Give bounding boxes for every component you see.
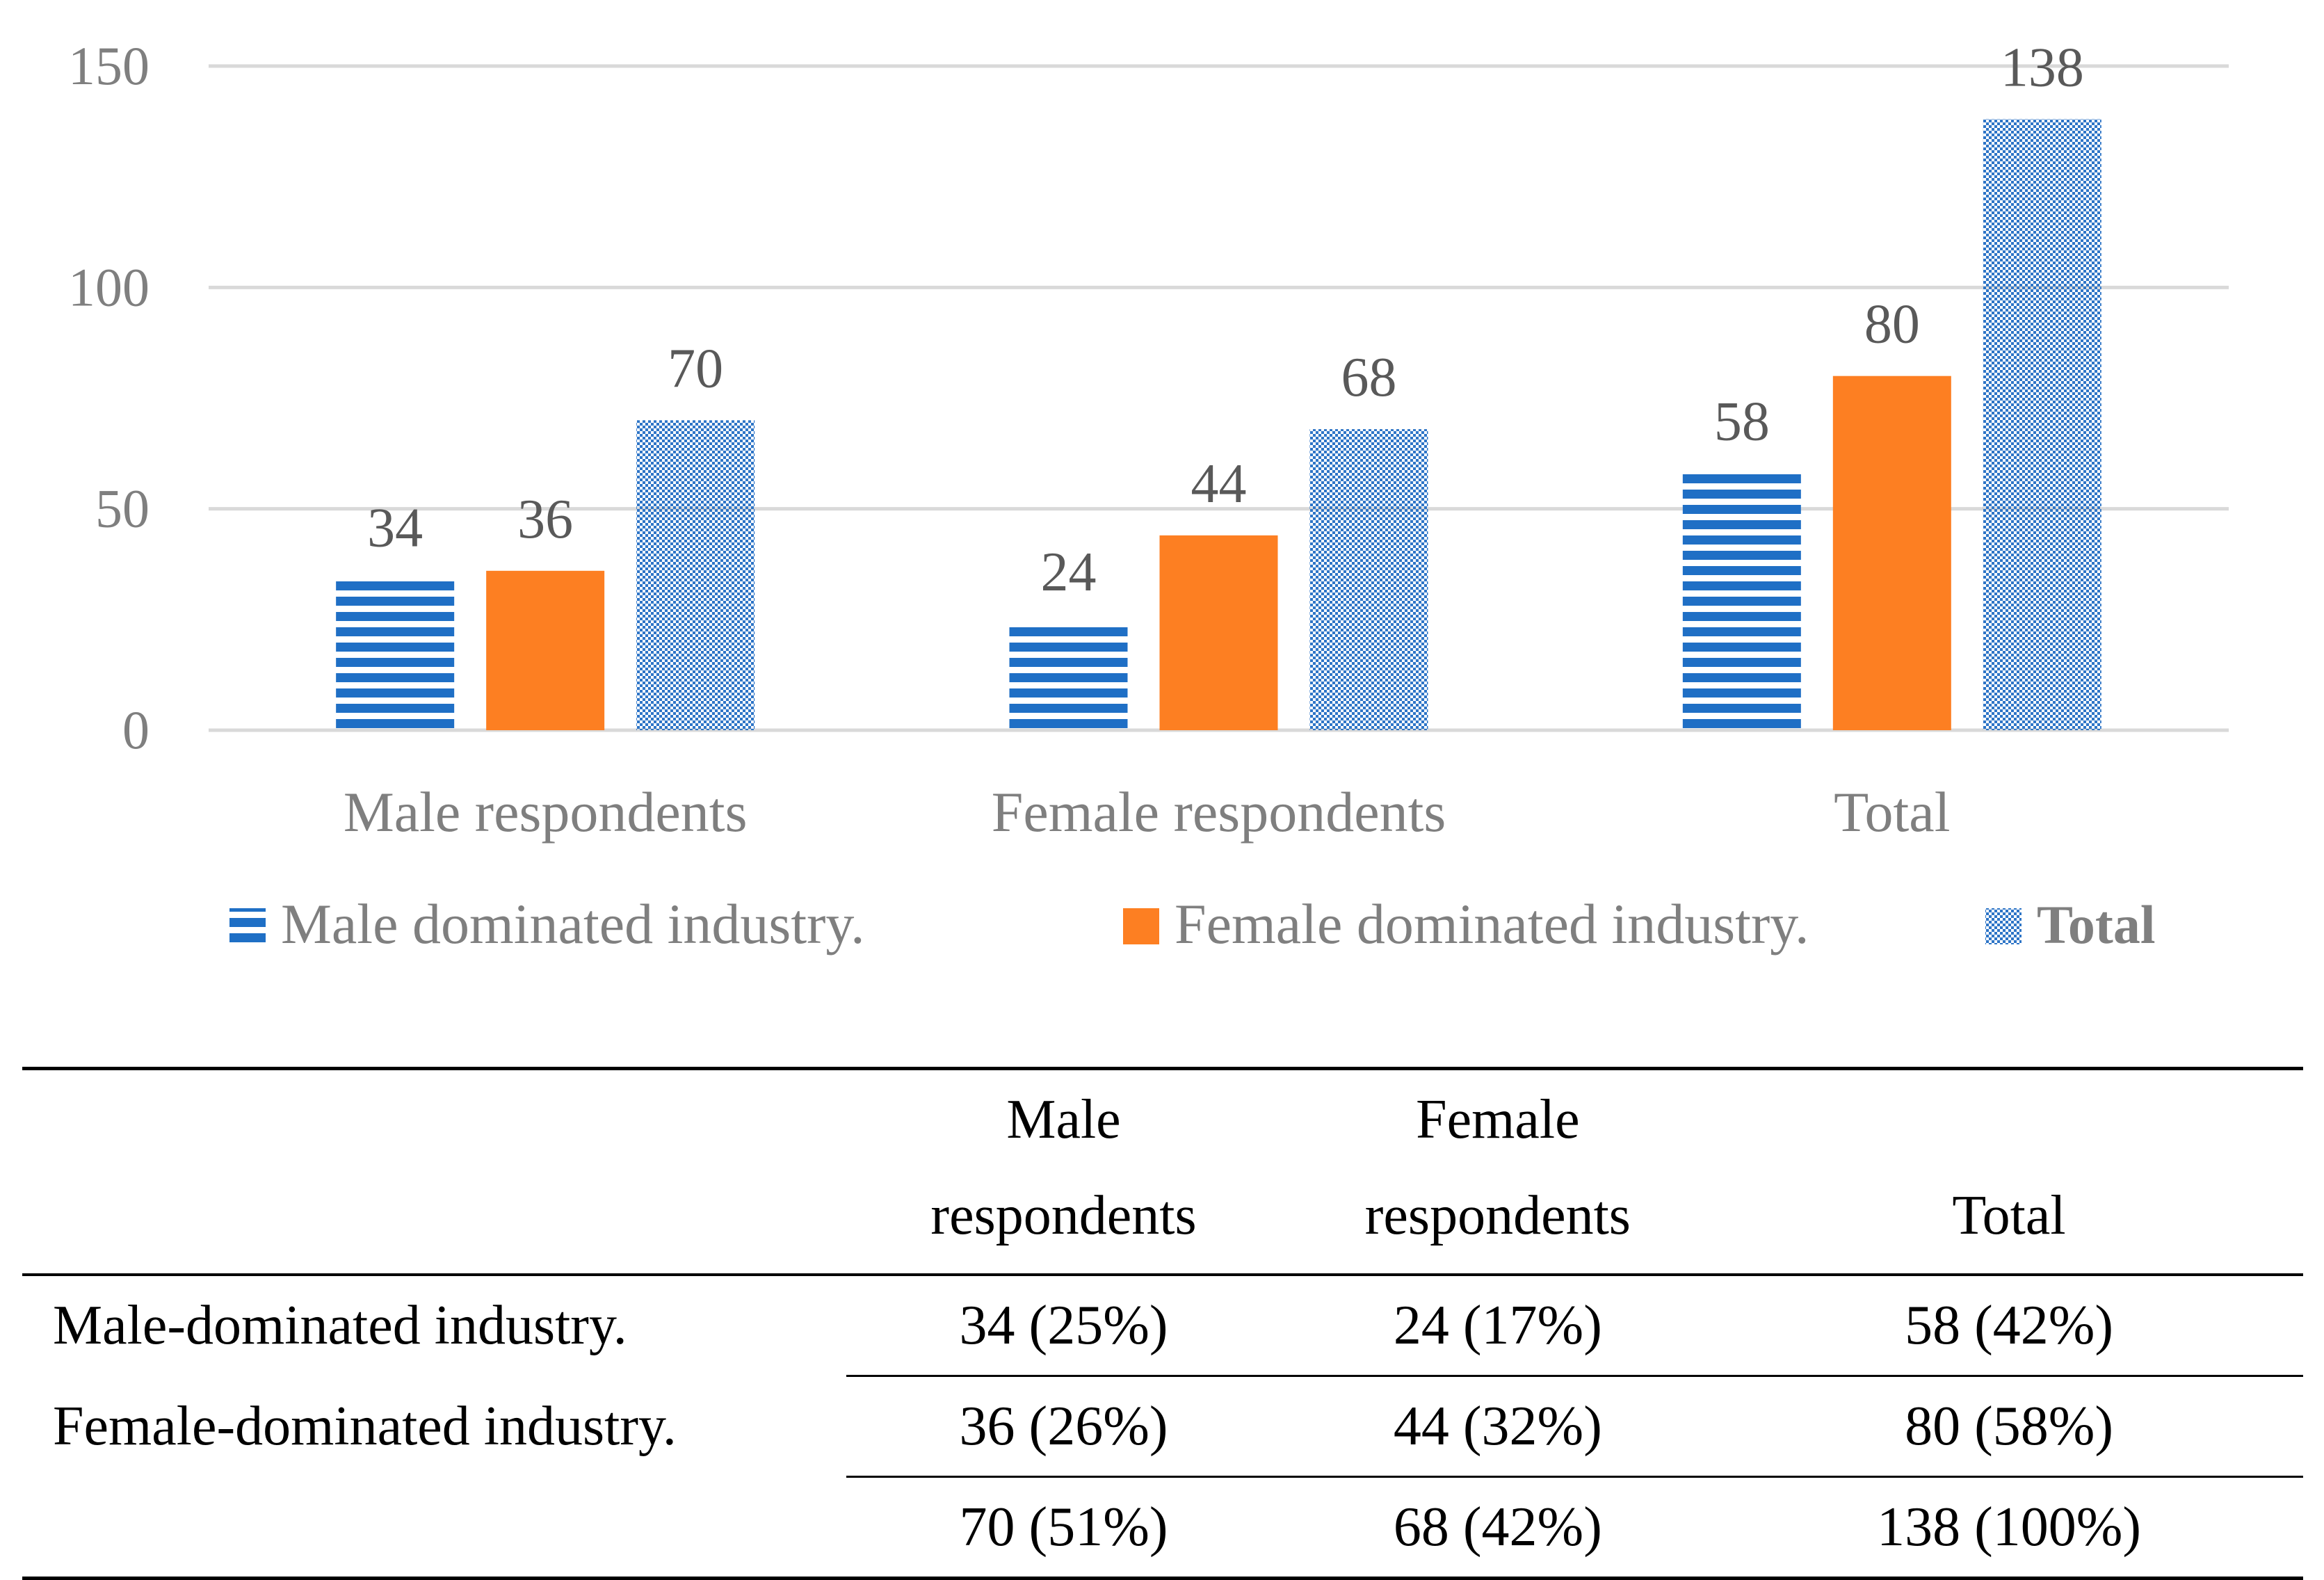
header-line: Female: [1416, 1089, 1580, 1150]
summary-table: Male respondents Female respondents Tota…: [22, 1067, 2303, 1580]
data-label: 34: [367, 498, 423, 559]
table-cell: 34 (25%): [846, 1275, 1281, 1377]
category-label: Female respondents: [992, 780, 1446, 844]
legend: Male dominated industry. Female dominated…: [229, 892, 2156, 956]
legend-swatch: [1985, 908, 2022, 944]
data-label: 68: [1341, 347, 1397, 408]
data-label: 24: [1041, 542, 1097, 603]
table-row: Female-dominated industry. 36 (26%) 44 (…: [22, 1376, 2303, 1478]
row-label: Male-dominated industry.: [53, 1295, 627, 1357]
y-tick-label: 50: [95, 478, 150, 539]
table-header-female: Female respondents: [1281, 1069, 1715, 1275]
table-cell: 68 (42%): [1393, 1496, 1602, 1558]
category-label: Male respondents: [344, 780, 748, 844]
legend-label: Total: [2037, 894, 2156, 955]
y-axis-ticks: 0 50 100 150: [68, 35, 150, 760]
header-line: Total: [1952, 1185, 2066, 1246]
table-cell: 70 (51%): [959, 1496, 1168, 1558]
legend-swatch: [1123, 908, 1159, 944]
table-header-male: Male respondents: [846, 1069, 1280, 1275]
header-line: Male: [1006, 1089, 1121, 1150]
bar-female-respondents-0: [1009, 624, 1128, 730]
bar-total-2: [1983, 119, 2101, 730]
table-row-total: 70 (51%) 68 (42%) 138 (100%): [22, 1477, 2303, 1579]
data-label: 80: [1864, 294, 1920, 355]
table-cell: 80 (58%): [1715, 1376, 2303, 1478]
data-label: 138: [2001, 37, 2084, 98]
row-label: [22, 1477, 846, 1579]
table-cell: 58 (42%): [1715, 1275, 2303, 1377]
bar-chart: 0 50 100 150 34 36 70 24 44 68 58 80 138 Male respo…: [68, 35, 2229, 956]
header-line: respondents: [930, 1185, 1197, 1246]
y-tick-label: 100: [68, 257, 150, 317]
bars: [336, 119, 2101, 730]
bar-male-respondents-1: [486, 570, 605, 730]
bar-male-respondents-0: [336, 579, 455, 730]
data-label: 44: [1191, 453, 1247, 515]
legend-swatch: [229, 908, 266, 944]
legend-label: Female dominated industry.: [1175, 892, 1809, 956]
x-axis-categories: Male respondents Female respondents Total: [344, 780, 1951, 844]
bar-female-respondents-1: [1159, 535, 1278, 730]
row-label: Female-dominated industry.: [53, 1395, 677, 1457]
bar-total-0: [1682, 473, 1801, 730]
table-header-corner: [22, 1069, 846, 1275]
y-tick-label: 150: [68, 35, 150, 96]
table-row: Male-dominated industry. 34 (25%) 24 (17…: [22, 1275, 2303, 1377]
data-label: 70: [668, 338, 723, 399]
table-cell: 44 (32%): [1280, 1376, 1716, 1478]
table-cell: 36 (26%): [846, 1376, 1281, 1478]
bar-female-respondents-2: [1309, 429, 1428, 730]
bar-male-respondents-2: [636, 420, 755, 730]
table-header-row: Male respondents Female respondents Tota…: [22, 1068, 2303, 1275]
table-cell: 138 (100%): [1877, 1496, 2141, 1558]
category-label: Total: [1834, 780, 1950, 844]
header-line: respondents: [1364, 1185, 1631, 1246]
table-cell: 24 (17%): [1280, 1275, 1716, 1377]
data-label: 58: [1714, 392, 1770, 453]
data-labels: 34 36 70 24 44 68 58 80 138: [367, 37, 2084, 603]
table-header-total: Total: [1715, 1069, 2303, 1275]
bar-total-1: [1832, 376, 1951, 730]
legend-label: Male dominated industry.: [281, 892, 865, 956]
y-tick-label: 0: [122, 700, 150, 760]
data-label: 36: [517, 489, 573, 550]
